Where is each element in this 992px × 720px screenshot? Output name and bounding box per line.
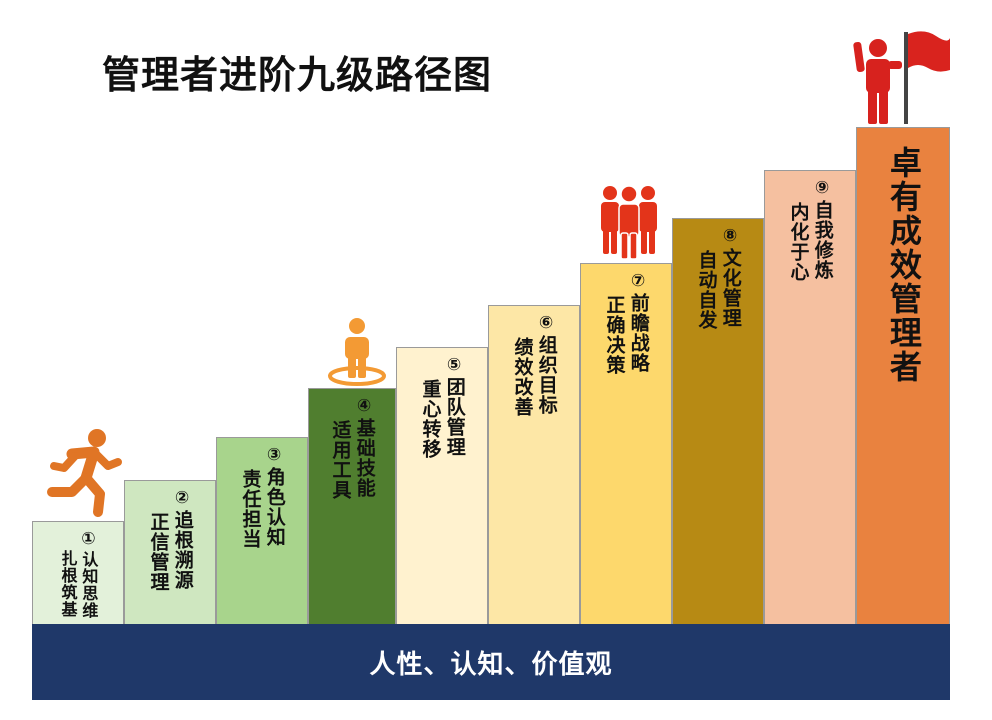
step-9-col1: 自我修炼 [811,200,834,281]
step-5-col2: 重心转移 [419,379,442,459]
step-6-number: ⑥ [538,313,554,333]
step-4-col1: 基础技能 [353,418,376,499]
page-title: 管理者进阶九级路径图 [102,53,493,97]
step-4-col2: 适用工具 [329,420,352,500]
step-3: ③ 角色认知 责任担当 [216,437,308,624]
step-8-col2: 自动自发 [695,250,718,330]
step-8-label-primary: ⑧ 文化管理 [719,226,742,330]
step-5: ⑤ 团队管理 重心转移 [396,347,488,624]
person-icon [328,318,386,386]
step-2-label-primary: ② 追根溯源 [171,488,194,592]
step-4-number: ④ [356,396,372,416]
step-2-col1: 追根溯源 [171,510,194,591]
step-1-col2: 扎根筑基 [58,550,78,618]
top-step-label: 卓有成效管理者 [884,146,923,384]
step-7-col2: 正确决策 [603,295,626,375]
step-4: ④ 基础技能 适用工具 [308,388,396,624]
step-1-number: ① [81,529,96,549]
step-3-label-primary: ③ 角色认知 [263,445,286,549]
step-9-label-primary: ⑨ 自我修炼 [811,178,834,282]
step-7-col1: 前瞻战略 [627,293,650,374]
runner-icon [47,429,122,517]
foundation-bar: 人性、认知、价值观 [32,624,950,700]
step-2-col2: 正信管理 [147,512,170,592]
step-5-col1: 团队管理 [443,377,466,458]
step-1: ① 认知思维 扎根筑基 [32,521,124,624]
step-6: ⑥ 组织目标 绩效改善 [488,305,580,624]
step-8: ⑧ 文化管理 自动自发 [672,218,764,624]
step-8-number: ⑧ [722,226,738,246]
step-8-col1: 文化管理 [719,248,742,329]
step-6-col1: 组织目标 [535,335,558,416]
step-9: ⑨ 自我修炼 内化于心 [764,170,856,624]
step-6-label-primary: ⑥ 组织目标 [535,313,558,417]
step-5-number: ⑤ [446,355,462,375]
step-1-label-primary: ① 认知思维 [79,529,99,620]
step-5-label-primary: ⑤ 团队管理 [443,355,466,459]
leader-flag-icon [853,31,950,124]
step-9-col2: 内化于心 [787,202,810,282]
step-1-col1: 认知思维 [79,551,99,620]
step-6-col2: 绩效改善 [511,337,534,417]
step-4-label-primary: ④ 基础技能 [353,396,376,500]
step-top: 卓有成效管理者 [856,127,950,624]
step-3-number: ③ [266,445,282,465]
step-3-col1: 角色认知 [263,467,286,548]
step-2: ② 追根溯源 正信管理 [124,480,216,624]
foundation-label: 人性、认知、价值观 [369,649,613,680]
step-3-col2: 责任担当 [239,469,262,549]
step-7-number: ⑦ [630,271,646,291]
step-7-label-primary: ⑦ 前瞻战略 [627,271,650,375]
step-9-number: ⑨ [814,178,830,198]
step-2-number: ② [174,488,190,508]
team-icon [601,185,657,260]
step-7: ⑦ 前瞻战略 正确决策 [580,263,672,624]
